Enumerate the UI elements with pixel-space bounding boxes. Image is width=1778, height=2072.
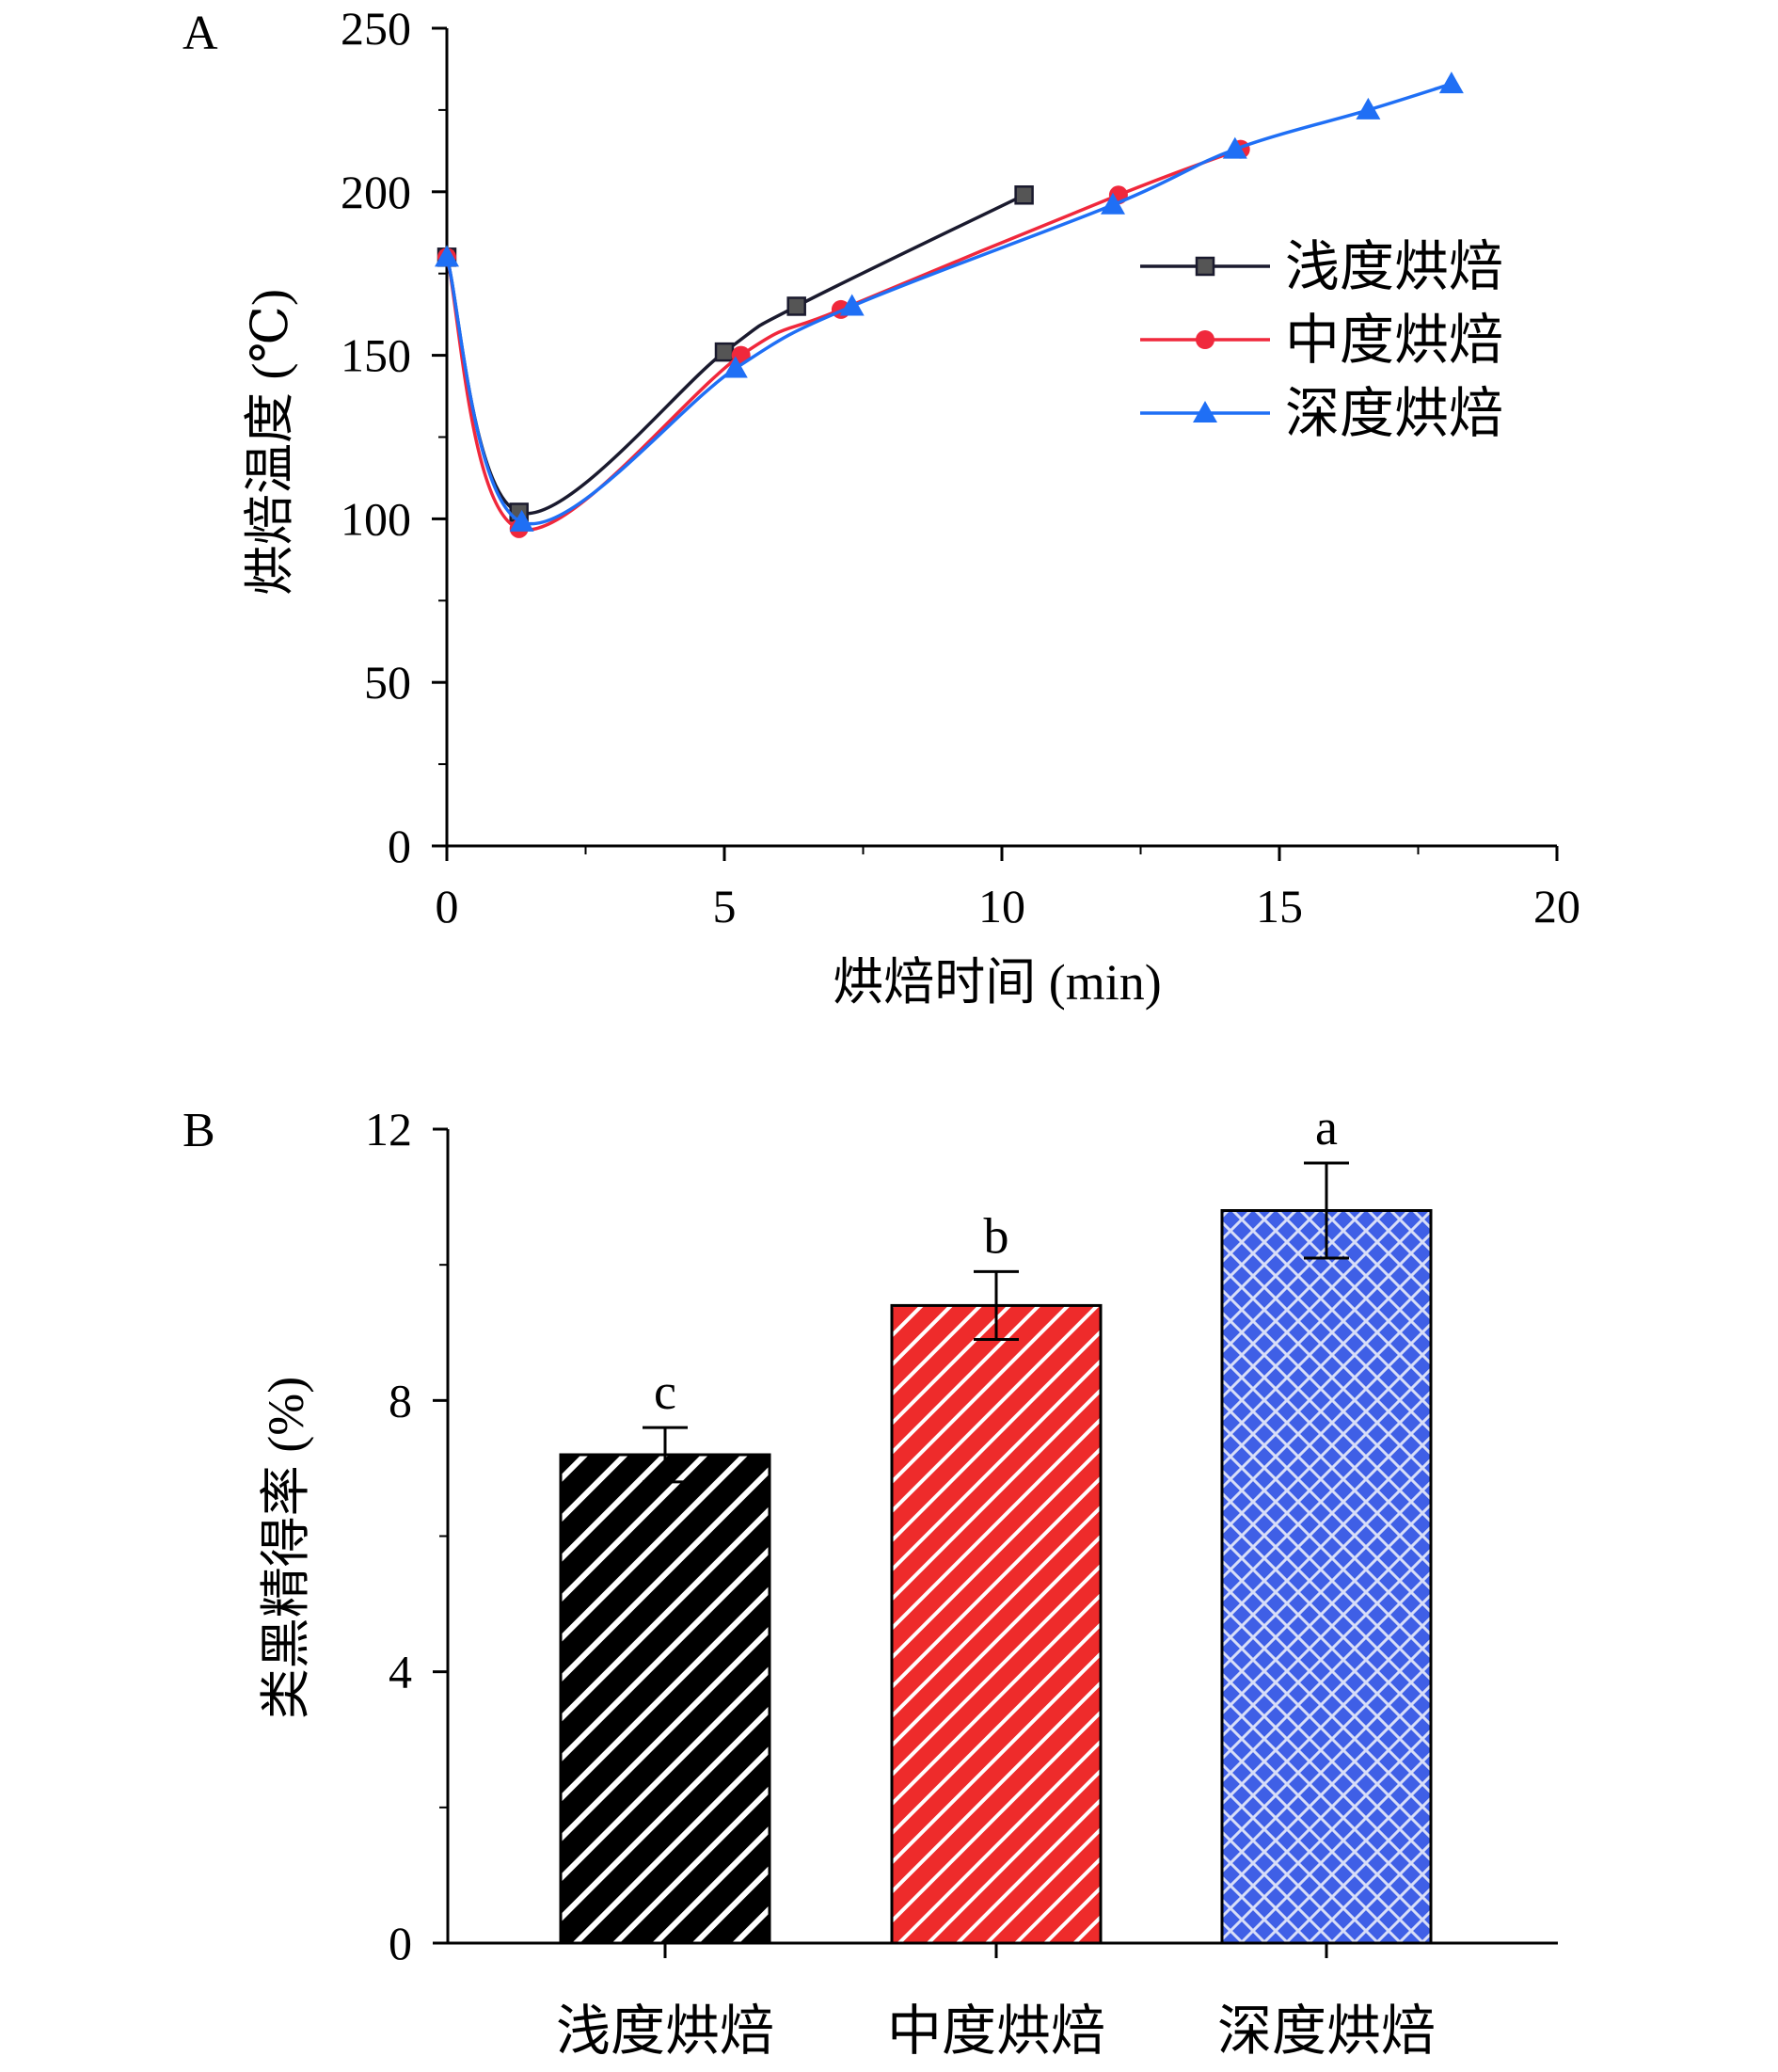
panel-a-x-tick-label: 15 xyxy=(1256,880,1303,932)
panel-b-y-tick-label: 8 xyxy=(389,1374,412,1426)
data-point-light xyxy=(1014,185,1034,205)
significance-label-medium: b xyxy=(984,1207,1009,1264)
bar-medium xyxy=(890,1303,1103,1945)
panel-a-x-tick-label: 0 xyxy=(436,880,459,932)
panel-a-y-tick-label: 100 xyxy=(341,492,411,545)
data-point-light xyxy=(714,342,735,362)
panel-b-label: B xyxy=(183,1104,215,1157)
panel-a-label: A xyxy=(183,7,218,60)
panel-a-series xyxy=(435,72,1464,538)
data-point-dark xyxy=(1222,136,1247,159)
data-point-dark xyxy=(509,509,534,532)
panel-b-y-axis-title: 类黑精得率 (%) xyxy=(258,1377,314,1719)
panel-a-x-axis-title: 烘焙时间 (min) xyxy=(833,954,1161,1011)
data-point-dark xyxy=(435,245,459,267)
panel-b-axes: 0 4 8 12 浅度烘焙 中度烘焙 深度烘焙 xyxy=(365,1103,1558,2062)
significance-label-dark: a xyxy=(1315,1099,1338,1156)
bar-dark xyxy=(1220,1209,1433,1945)
data-point-light xyxy=(786,296,806,316)
panel-a-y-tick-label: 0 xyxy=(388,820,411,872)
panel-a-y-tick-label: 50 xyxy=(364,656,411,709)
legend-marker-light xyxy=(1195,256,1215,277)
panel-a-x-tick-label: 5 xyxy=(713,880,737,932)
panel-b-y-tick-label: 0 xyxy=(389,1917,412,1969)
panel-b-y-tick-label: 4 xyxy=(389,1646,412,1698)
category-label-dark: 深度烘焙 xyxy=(1217,2000,1436,2062)
panel-b-bars: c b a xyxy=(559,1099,1433,1945)
data-point-dark xyxy=(1101,192,1125,215)
panel-a-y-tick-label: 150 xyxy=(341,329,411,382)
bar-light xyxy=(559,1453,771,1945)
legend-marker-medium xyxy=(1196,330,1214,349)
category-label-light: 浅度烘焙 xyxy=(556,2000,774,2062)
panel-a-y-axis-title: 烘焙温度 (℃) xyxy=(242,289,298,596)
data-point-dark xyxy=(1356,97,1381,120)
legend-label-light: 浅度烘焙 xyxy=(1285,236,1503,297)
significance-label-light: c xyxy=(654,1363,676,1420)
legend-label-dark: 深度烘焙 xyxy=(1285,383,1503,444)
legend-label-medium: 中度烘焙 xyxy=(1285,310,1503,371)
panel-a-x-tick-label: 20 xyxy=(1533,880,1580,932)
series-line-dark xyxy=(445,82,1453,526)
panel-a-x-tick-label: 10 xyxy=(978,880,1025,932)
panel-b: B 0 4 8 12 浅度烘焙 中度烘焙 深度烘焙 c b a 类黑精得率 (%) xyxy=(183,1099,1558,2062)
series-line-medium xyxy=(445,147,1242,532)
data-point-dark xyxy=(722,356,748,378)
category-label-medium: 中度烘焙 xyxy=(887,2000,1105,2062)
panel-a-y-tick-label: 200 xyxy=(341,166,411,218)
panel-a-y-tick-label: 250 xyxy=(341,2,411,55)
data-point-dark xyxy=(1438,72,1464,94)
data-point-dark xyxy=(839,294,865,316)
legend-marker-dark xyxy=(1193,401,1217,422)
panel-b-y-tick-label: 12 xyxy=(365,1103,412,1156)
